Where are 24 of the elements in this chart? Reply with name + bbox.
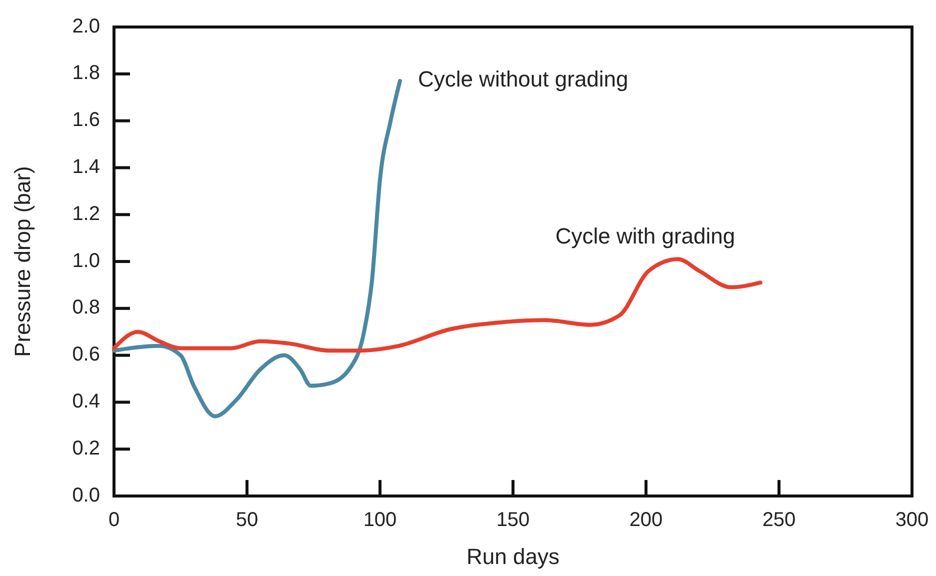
y-tick-label: 0.6 [72,344,100,366]
y-tick-label: 1.8 [72,62,100,84]
y-axis-title: Pressure drop (bar) [10,166,35,357]
y-tick-label: 1.0 [72,250,100,272]
x-axis-title: Run days [466,544,560,569]
series-label: Cycle without grading [418,66,628,92]
y-tick-label: 0.0 [72,484,100,506]
x-tick-label: 0 [108,509,120,531]
y-tick-label: 2.0 [72,15,100,38]
y-tick-label: 1.2 [72,202,100,225]
line-series [112,257,762,353]
y-tick-label: 0.4 [72,390,100,412]
x-tick-label: 250 [762,509,796,531]
y-tick-label: 1.6 [72,109,100,132]
x-tick-label: 50 [236,509,258,531]
line-series [112,78,402,418]
x-tick-label: 150 [496,509,530,531]
series-label: Cycle with grading [555,223,736,248]
y-tick-label: 1.4 [72,156,100,178]
x-tick-label: 200 [629,509,663,531]
x-tick-label: 100 [363,509,397,531]
y-tick-label: 0.2 [72,437,100,460]
y-tick-label: 0.8 [72,296,100,319]
x-tick-label: 300 [895,509,929,531]
